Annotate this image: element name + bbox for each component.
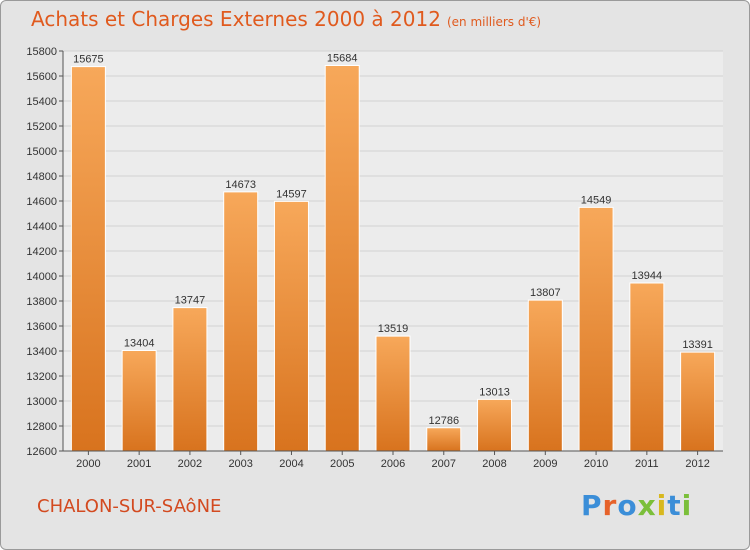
x-tick-label: 2004 [279,458,303,470]
logo-letter: o [617,489,638,522]
bar-2012[interactable] [680,351,716,452]
bar-value-label: 14549 [581,194,612,206]
bar-2000[interactable] [70,66,106,452]
bar-2011[interactable] [629,282,665,452]
bar-2006[interactable] [375,335,411,452]
y-tick-label: 13600 [26,321,57,333]
y-tick-label: 14600 [26,196,57,208]
x-tick-label: 2012 [685,458,709,470]
y-tick-label: 14400 [26,221,57,233]
logo-letter: x [637,489,657,522]
x-tick-label: 2009 [533,458,557,470]
chart-title-text: Achats et Charges Externes 2000 à 2012 [31,7,441,31]
y-tick-label: 13000 [26,396,57,408]
logo-letter: P [581,489,603,522]
bars-group: 15675 13404 13747 14673 14597 15684 13519 12786… [70,53,716,452]
city-name: CHALON-SUR-SAôNE [37,496,222,517]
bar-value-label: 14673 [225,179,256,191]
y-tick-label: 14200 [26,246,57,258]
bar-2004[interactable] [273,200,309,452]
bar-2009[interactable] [527,299,563,452]
chart-title: Achats et Charges Externes 2000 à 2012 (e… [31,7,541,31]
bar-value-label: 13013 [479,386,510,398]
y-tick-label: 15600 [26,71,57,83]
bar-2005[interactable] [324,65,360,452]
y-tick-label: 13800 [26,296,57,308]
bar-value-label: 13404 [124,338,155,350]
logo-letter: i [656,489,668,522]
x-tick-label: 2000 [76,458,100,470]
bar-2002[interactable] [172,307,208,452]
bar-value-label: 13807 [530,287,561,299]
bar-2001[interactable] [121,350,157,452]
y-tick-label: 15200 [26,121,57,133]
logo-letter: i [681,489,693,522]
bar-value-label: 12786 [428,415,459,427]
y-tick-label: 12600 [26,446,57,458]
x-tick-label: 2008 [482,458,506,470]
bar-value-label: 14597 [276,188,307,200]
y-tick-label: 12800 [26,421,57,433]
y-tick-label: 13200 [26,371,57,383]
bar-value-label: 13747 [175,295,206,307]
x-tick-label: 2002 [178,458,202,470]
x-tick-label: 2001 [127,458,151,470]
axes-group: 12600 12800 13000 13200 13400 13600 13800 14000… [26,46,723,470]
bar-2003[interactable] [223,191,259,452]
x-tick-label: 2006 [381,458,405,470]
y-tick-label: 15800 [26,46,57,58]
bar-value-label: 15675 [73,54,104,66]
x-tick-label: 2003 [228,458,252,470]
bar-2008[interactable] [477,398,513,452]
logo-letter: r [602,489,618,522]
y-tick-label: 15400 [26,96,57,108]
bar-value-label: 13944 [632,270,663,282]
x-tick-label: 2010 [584,458,608,470]
bar-value-label: 13519 [378,323,409,335]
x-tick-label: 2005 [330,458,354,470]
y-tick-label: 14000 [26,271,57,283]
bar-value-label: 13391 [682,339,713,351]
chart-unit-note: (en milliers d'€) [446,15,542,29]
bar-value-label: 15684 [327,53,358,65]
bar-2010[interactable] [578,206,614,452]
proxiti-logo[interactable]: Proxiti [581,489,692,522]
y-tick-label: 13400 [26,346,57,358]
logo-letter: t [667,489,682,522]
y-tick-label: 14800 [26,171,57,183]
x-tick-label: 2011 [635,458,659,470]
y-tick-label: 15000 [26,146,57,158]
x-tick-label: 2007 [432,458,456,470]
bar-2007[interactable] [426,427,462,452]
